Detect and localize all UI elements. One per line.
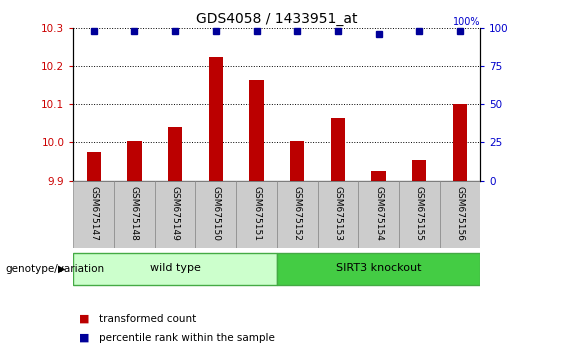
- Bar: [195, 181, 236, 248]
- Text: GSM675153: GSM675153: [333, 186, 342, 241]
- Bar: [168, 127, 182, 181]
- Text: ▶: ▶: [58, 264, 65, 274]
- Text: genotype/variation: genotype/variation: [6, 264, 105, 274]
- Text: ■: ■: [79, 314, 90, 324]
- Bar: [290, 141, 305, 181]
- Bar: [277, 253, 480, 285]
- Text: GSM675156: GSM675156: [455, 186, 464, 241]
- Bar: [208, 57, 223, 181]
- Text: GSM675155: GSM675155: [415, 186, 424, 241]
- Bar: [371, 171, 386, 181]
- Text: transformed count: transformed count: [99, 314, 196, 324]
- Bar: [453, 104, 467, 181]
- Bar: [155, 181, 195, 248]
- Text: wild type: wild type: [150, 263, 201, 273]
- Bar: [86, 152, 101, 181]
- Bar: [318, 181, 358, 248]
- Text: GSM675152: GSM675152: [293, 186, 302, 241]
- Bar: [73, 181, 114, 248]
- Bar: [358, 181, 399, 248]
- Text: GSM675147: GSM675147: [89, 186, 98, 241]
- Text: GSM675151: GSM675151: [252, 186, 261, 241]
- Text: GSM675148: GSM675148: [130, 186, 139, 241]
- Text: GSM675150: GSM675150: [211, 186, 220, 241]
- Bar: [277, 181, 318, 248]
- Text: ■: ■: [79, 333, 90, 343]
- Bar: [249, 80, 264, 181]
- Text: GSM675149: GSM675149: [171, 186, 180, 241]
- Text: SIRT3 knockout: SIRT3 knockout: [336, 263, 421, 273]
- Title: GDS4058 / 1433951_at: GDS4058 / 1433951_at: [196, 12, 358, 26]
- Bar: [73, 253, 277, 285]
- Text: 100%: 100%: [453, 17, 480, 27]
- Bar: [440, 181, 480, 248]
- Bar: [331, 118, 345, 181]
- Text: percentile rank within the sample: percentile rank within the sample: [99, 333, 275, 343]
- Bar: [399, 181, 440, 248]
- Bar: [114, 181, 155, 248]
- Bar: [412, 160, 427, 181]
- Bar: [127, 141, 142, 181]
- Bar: [236, 181, 277, 248]
- Text: GSM675154: GSM675154: [374, 186, 383, 241]
